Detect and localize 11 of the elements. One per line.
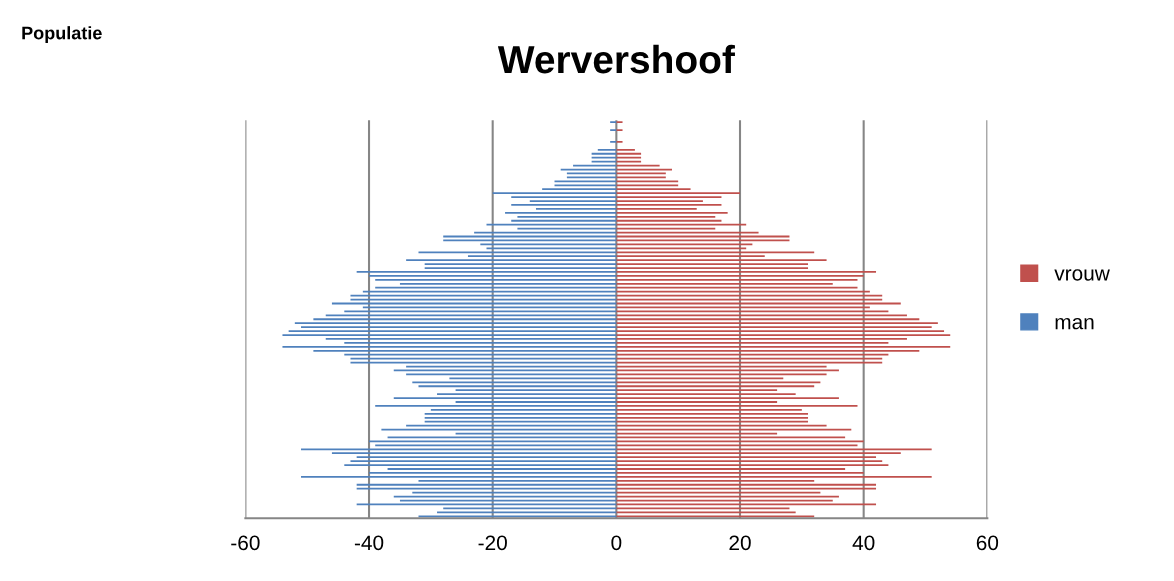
x-tick-label: -60 (231, 535, 260, 551)
chart-title: Wervershoof (497, 44, 735, 74)
x-tick-label: -40 (354, 535, 384, 551)
x-tick-label: 60 (976, 535, 999, 551)
x-tick-label: -20 (478, 535, 507, 551)
x-tick-label: 40 (852, 535, 875, 551)
legend-label: man (1055, 317, 1094, 330)
x-tick-label: 20 (729, 535, 751, 551)
text: Populatie (22, 26, 102, 43)
x-tick-label: 0 (611, 535, 622, 551)
legend-label: vrouw (1054, 269, 1110, 281)
